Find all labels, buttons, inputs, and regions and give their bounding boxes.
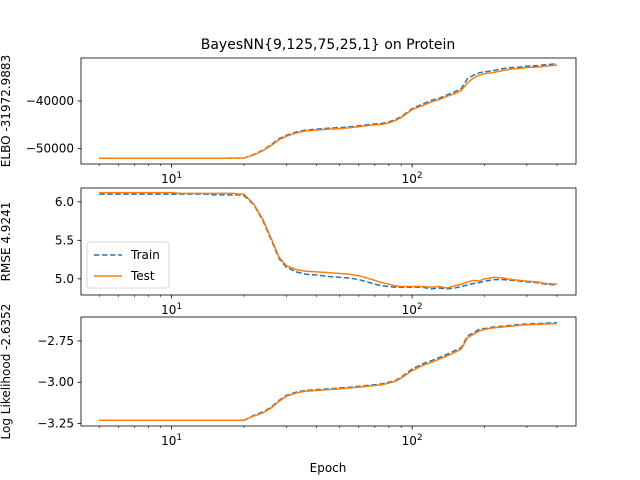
elbo-y-tick-label: −50000	[26, 142, 74, 156]
panel-rmse: 5.0 5.5 6.0 101 102 RMSE 4.9241	[0, 187, 577, 317]
elbo-y-axis-label: ELBO -31972.9883	[0, 55, 13, 167]
x-axis-label: Epoch	[310, 461, 347, 475]
rmse-y-axis-label: RMSE 4.9241	[0, 202, 13, 282]
rmse-train-line	[99, 193, 558, 290]
loglik-test-line	[99, 322, 557, 421]
panel-loglik: −3.25 −3.00 −2.75 101 102 Log Likelihood -2.6…	[0, 304, 577, 448]
loglik-y-tick-label: −2.75	[37, 334, 74, 348]
loglik-axes-frame	[80, 316, 577, 427]
elbo-x-tick-label: 101	[161, 171, 182, 186]
rmse-x-tick-label: 102	[402, 302, 423, 317]
elbo-y-tick-label: −40000	[26, 94, 74, 108]
rmse-test-line	[99, 191, 558, 289]
elbo-train-line	[99, 62, 558, 160]
elbo-axes-frame	[80, 57, 577, 165]
elbo-x-tick-label: 102	[402, 171, 423, 186]
loglik-y-axis-label: Log Likelihood -2.6352	[0, 304, 13, 440]
rmse-y-tick-label: 5.5	[55, 233, 74, 247]
rmse-y-tick-label: 5.0	[55, 272, 74, 286]
loglik-y-tick-label: −3.00	[37, 375, 74, 389]
loglik-train-line	[99, 322, 557, 421]
rmse-x-tick-label: 101	[161, 302, 182, 317]
chart-title: BayesNN{9,125,75,25,1} on Protein	[201, 37, 456, 53]
rmse-axes-frame	[80, 187, 577, 296]
loglik-y-tick-label: −3.25	[37, 417, 74, 431]
legend-train-label: Train	[130, 248, 160, 262]
rmse-y-tick-label: 6.0	[55, 195, 74, 209]
panel-elbo: −50000 −40000 101 102 ELBO -31972.9883	[0, 55, 577, 186]
legend-test-label: Test	[130, 269, 155, 283]
loglik-x-tick-label: 102	[402, 433, 423, 448]
legend: Train Test	[86, 241, 170, 289]
loglik-x-tick-label: 101	[161, 433, 182, 448]
elbo-test-line	[99, 64, 558, 160]
